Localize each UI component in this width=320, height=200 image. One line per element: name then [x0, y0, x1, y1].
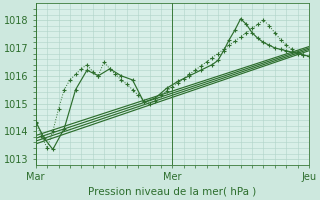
X-axis label: Pression niveau de la mer( hPa ): Pression niveau de la mer( hPa ) — [88, 187, 256, 197]
